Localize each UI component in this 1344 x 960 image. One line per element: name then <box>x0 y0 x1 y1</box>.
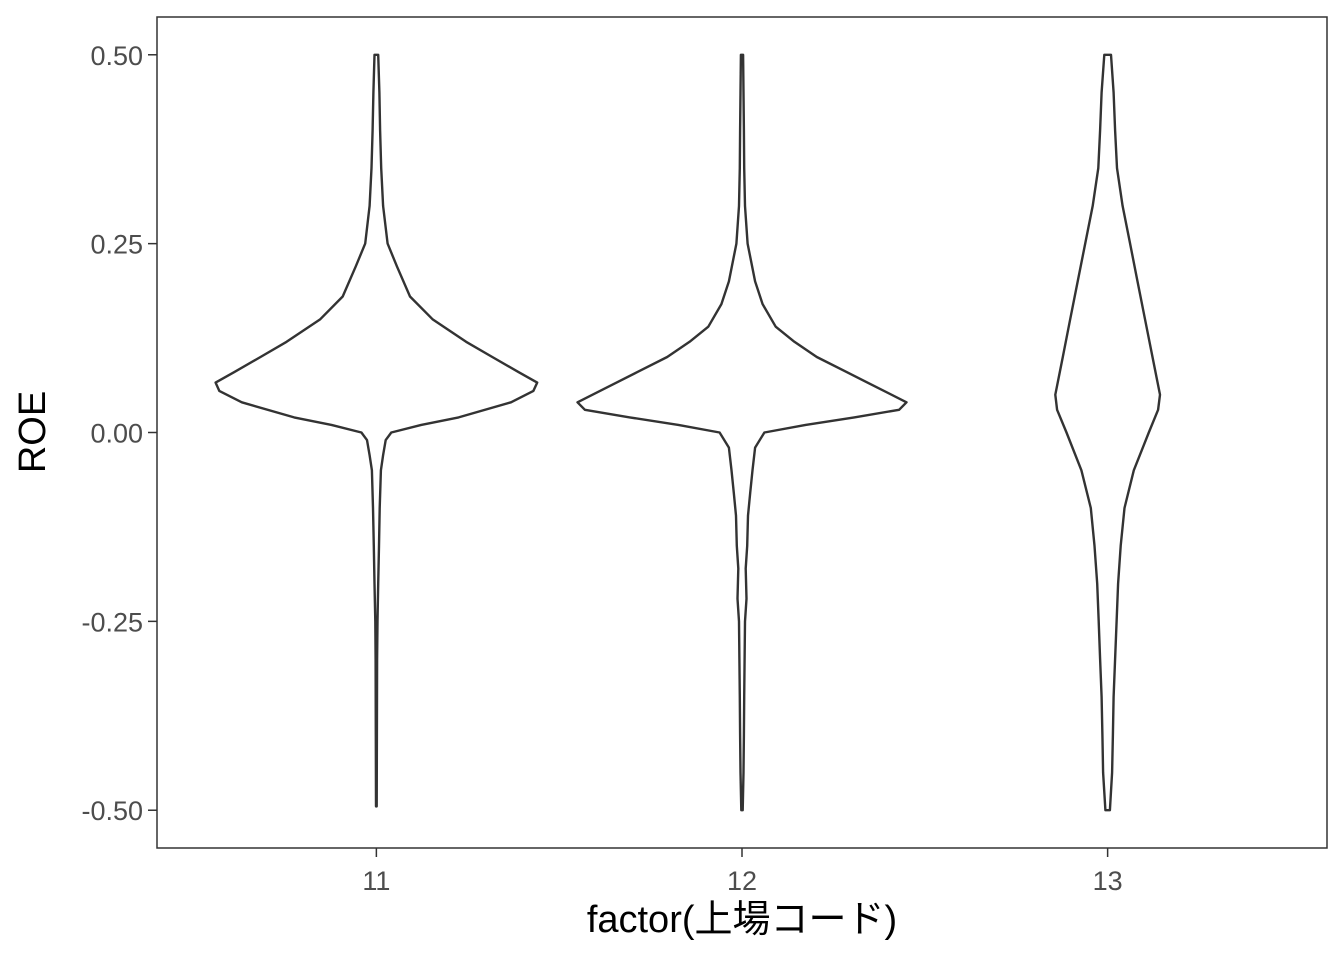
y-tick-label: 0.00 <box>90 419 143 449</box>
violins <box>214 53 1162 812</box>
violin-12 <box>576 53 908 812</box>
violin-13 <box>1054 53 1162 812</box>
y-tick-label: 0.50 <box>90 41 143 71</box>
y-axis: 0.50 0.25 0.00 -0.25 -0.50 <box>81 41 157 826</box>
y-tick-label: 0.25 <box>90 230 143 260</box>
x-axis-title: factor(上場コード) <box>587 899 897 941</box>
x-tick-label: 11 <box>362 866 390 896</box>
y-tick-label: -0.25 <box>81 607 143 637</box>
violin-11 <box>214 53 539 808</box>
x-tick-label: 13 <box>1093 866 1123 896</box>
y-axis-title: ROE <box>12 391 54 473</box>
x-tick-label: 12 <box>727 866 757 896</box>
y-tick-label: -0.50 <box>81 796 143 826</box>
x-axis: 11 12 13 <box>362 848 1123 896</box>
